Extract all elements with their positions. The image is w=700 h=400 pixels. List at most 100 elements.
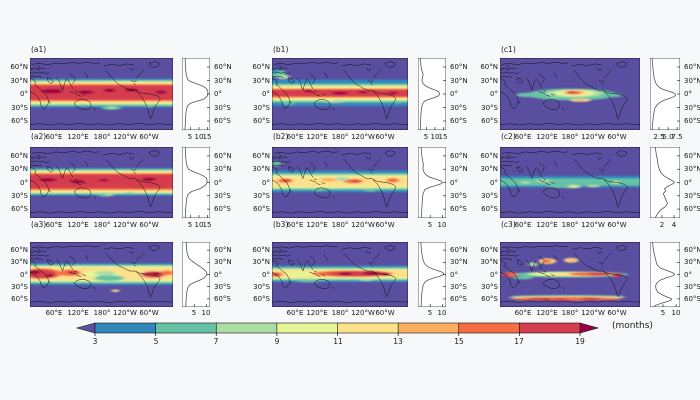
profile-plot-b3	[418, 242, 446, 307]
profile-tick-label: 5	[187, 221, 193, 229]
colorbar-tick-label: 11	[333, 337, 343, 346]
profile-plot-a3	[182, 242, 210, 307]
lat-tick-label: 0°	[214, 271, 222, 279]
lat-tick-label: 0°	[450, 90, 458, 98]
lat-tick-label: 30°S	[253, 283, 270, 291]
lat-tick-label: 30°S	[450, 192, 467, 200]
panel-label-a3: (a3)	[31, 220, 47, 229]
map-b3	[272, 242, 408, 307]
lat-tick-label: 0°	[450, 271, 458, 279]
lon-tick-label: 120°E	[536, 133, 558, 141]
lon-tick-label: 60°E	[514, 133, 532, 141]
colorbar-tick-label: 17	[514, 337, 524, 346]
panel-label-c1: (c1)	[501, 45, 516, 54]
lat-tick-label: 60°S	[481, 295, 498, 303]
profile-tick-label: 10	[201, 309, 211, 317]
lat-tick-label: 60°N	[252, 152, 270, 160]
lat-tick-label: 30°S	[214, 192, 231, 200]
lat-tick-label: 30°N	[10, 77, 28, 85]
lat-tick-label: 60°S	[684, 205, 700, 213]
lat-tick-label: 30°N	[480, 77, 498, 85]
lon-tick-label: 120°W	[113, 309, 137, 317]
colorbar-tick-label: 5	[153, 337, 159, 346]
lat-tick-label: 30°N	[684, 77, 700, 85]
profile-tick-label: 5	[187, 133, 193, 141]
lon-tick-label: 60°W	[375, 221, 395, 229]
profile-plot-c1	[650, 58, 680, 130]
map-c2	[500, 147, 640, 218]
colorbar-tick-label: 13	[393, 337, 403, 346]
lat-tick-label: 0°	[20, 271, 28, 279]
lon-tick-label: 120°W	[581, 133, 605, 141]
profile-tick-label: 10	[437, 309, 447, 317]
lat-tick-label: 60°S	[214, 205, 231, 213]
profile-tick-label: 10	[194, 221, 204, 229]
profile-tick-label: 5	[423, 133, 429, 141]
lat-tick-label: 60°N	[214, 63, 232, 71]
lat-tick-label: 30°N	[252, 77, 270, 85]
lat-tick-label: 30°S	[684, 192, 700, 200]
panel-label-c3: (c3)	[501, 220, 516, 229]
lat-tick-label: 30°N	[252, 258, 270, 266]
lat-tick-label: 0°	[684, 271, 692, 279]
panel-label-c2: (c2)	[501, 132, 516, 141]
lon-tick-label: 60°E	[45, 221, 63, 229]
lon-tick-label: 60°W	[375, 133, 395, 141]
profile-tick-label: 4	[671, 221, 677, 229]
lat-tick-label: 0°	[214, 90, 222, 98]
lon-tick-label: 180°	[561, 221, 579, 229]
map-b1	[272, 58, 408, 130]
lat-tick-label: 0°	[262, 179, 270, 187]
lon-tick-label: 180°	[93, 309, 111, 317]
lon-tick-label: 180°	[331, 309, 349, 317]
lon-tick-label: 60°W	[139, 133, 159, 141]
lat-tick-label: 0°	[490, 271, 498, 279]
lon-tick-label: 120°E	[306, 309, 328, 317]
lon-tick-label: 60°W	[607, 133, 627, 141]
lat-tick-label: 30°N	[214, 77, 232, 85]
panel-label-a1: (a1)	[31, 45, 47, 54]
colorbar-tick-label: 9	[274, 337, 280, 346]
lon-tick-label: 180°	[331, 133, 349, 141]
lon-tick-label: 180°	[93, 221, 111, 229]
profile-plot-c3	[650, 242, 680, 307]
lat-tick-label: 60°N	[684, 246, 700, 254]
lat-tick-label: 0°	[262, 271, 270, 279]
lat-tick-label: 60°S	[684, 295, 700, 303]
lat-tick-label: 60°S	[450, 205, 467, 213]
lon-tick-label: 120°E	[306, 221, 328, 229]
lat-tick-label: 60°N	[214, 246, 232, 254]
lon-tick-label: 120°W	[113, 133, 137, 141]
lon-tick-label: 180°	[93, 133, 111, 141]
lat-tick-label: 30°S	[11, 192, 28, 200]
profile-tick-label: 5.0	[662, 133, 674, 141]
lat-tick-label: 60°S	[450, 117, 467, 125]
lat-tick-label: 60°S	[481, 117, 498, 125]
profile-tick-label: 10	[437, 221, 447, 229]
lat-tick-label: 30°N	[214, 165, 232, 173]
colorbar-tick-label: 19	[575, 337, 585, 346]
lat-tick-label: 30°S	[481, 283, 498, 291]
panel-label-b1: (b1)	[273, 45, 289, 54]
lat-tick-label: 60°N	[684, 152, 700, 160]
lat-tick-label: 60°S	[214, 295, 231, 303]
lat-tick-label: 30°S	[253, 192, 270, 200]
lon-tick-label: 120°E	[536, 309, 558, 317]
lat-tick-label: 60°N	[480, 246, 498, 254]
lat-tick-label: 30°S	[450, 104, 467, 112]
profile-tick-label: 10	[194, 133, 204, 141]
lat-tick-label: 30°S	[481, 104, 498, 112]
lat-tick-label: 60°N	[252, 246, 270, 254]
profile-tick-label: 5	[660, 309, 666, 317]
lat-tick-label: 30°N	[450, 165, 468, 173]
lat-tick-label: 30°S	[214, 104, 231, 112]
map-a3	[30, 242, 173, 307]
colorbar	[75, 322, 600, 336]
lon-tick-label: 60°E	[514, 309, 532, 317]
map-a2	[30, 147, 173, 218]
profile-tick-label: 15	[202, 133, 212, 141]
profile-tick-label: 15	[438, 133, 448, 141]
lon-tick-label: 60°W	[375, 309, 395, 317]
lat-tick-label: 30°N	[480, 258, 498, 266]
